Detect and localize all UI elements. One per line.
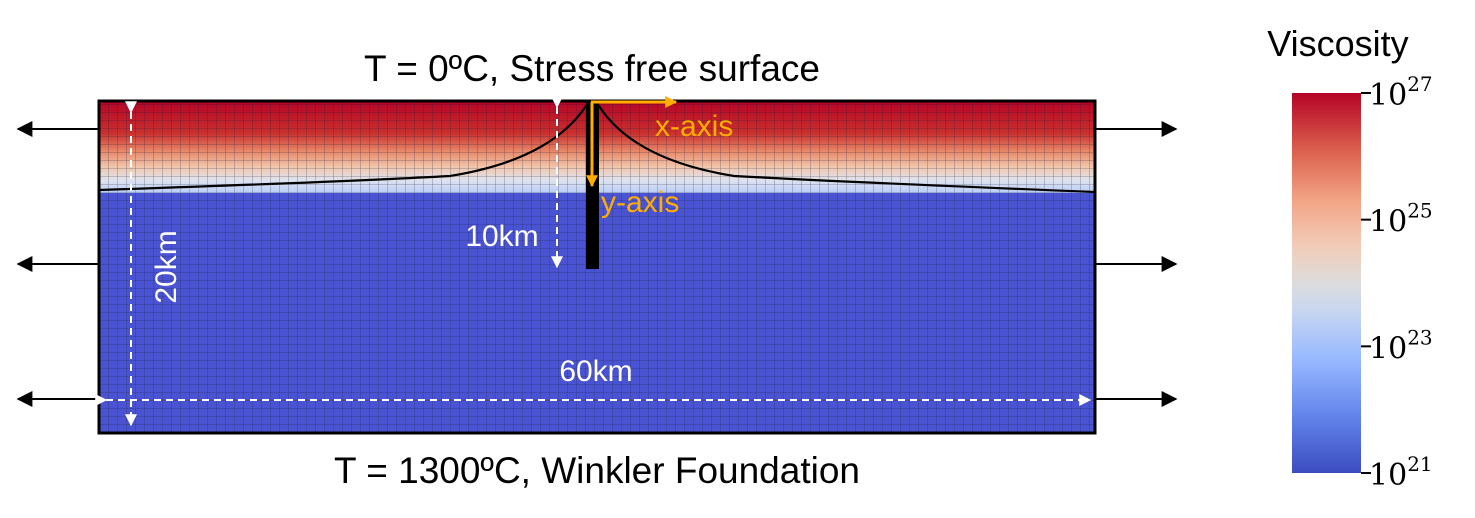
colorbar-title: Viscosity <box>1267 23 1408 64</box>
coordinate-axes <box>586 96 678 188</box>
colorbar-tick-label: 1025 <box>1369 199 1433 240</box>
colorbar-gradient <box>1292 93 1361 473</box>
width-label: 60km <box>559 355 632 388</box>
colorbar-tick-base: 10 <box>1369 78 1407 113</box>
y-axis-label: y-axis <box>601 186 679 219</box>
colorbar-tick-base: 10 <box>1369 205 1407 240</box>
colorbar-tick-exponent: 21 <box>1407 452 1432 476</box>
x-axis-label: x-axis <box>655 110 733 143</box>
dimension-lines <box>95 96 1092 427</box>
colorbar-tick-base: 10 <box>1369 458 1407 493</box>
colorbar-tick-exponent: 23 <box>1407 325 1432 349</box>
colorbar-tick-label: 1027 <box>1369 72 1433 113</box>
colorbar-tick-label: 1021 <box>1369 452 1433 493</box>
model-domain <box>99 101 1095 433</box>
colorbar-tick-exponent: 25 <box>1407 199 1432 223</box>
extension-arrows <box>16 121 1178 407</box>
colorbar-tick-base: 10 <box>1369 331 1407 366</box>
colorbar-tick-label: 1023 <box>1369 325 1433 366</box>
bottom-boundary-label: T = 1300ºC, Winkler Foundation <box>334 450 860 491</box>
top-boundary-label: T = 0ºC, Stress free surface <box>364 48 820 89</box>
colorbar-tick-exponent: 27 <box>1407 72 1432 96</box>
depth-label: 20km <box>150 230 183 303</box>
crack-depth-label: 10km <box>465 220 538 253</box>
